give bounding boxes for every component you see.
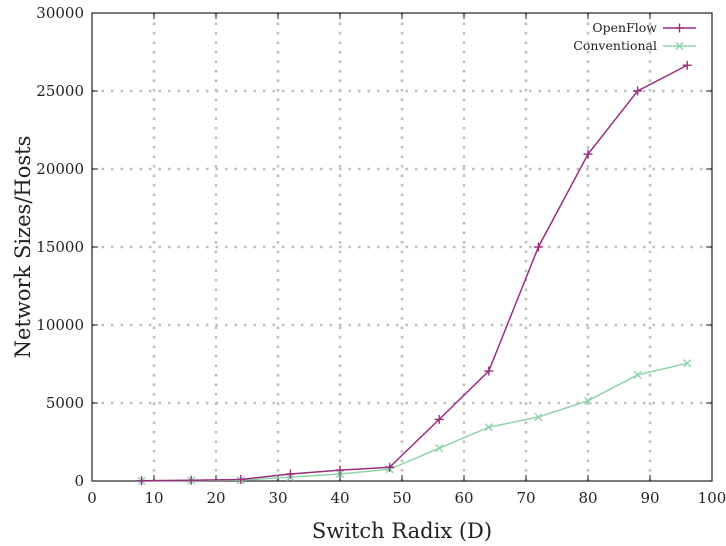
data-point-openflow bbox=[583, 149, 593, 159]
x-tick-label: 100 bbox=[698, 489, 726, 507]
data-point-openflow bbox=[682, 60, 692, 70]
x-tick-label: 40 bbox=[330, 489, 349, 507]
data-point-conventional bbox=[435, 444, 444, 453]
data-point-openflow bbox=[335, 465, 345, 475]
data-point-conventional bbox=[683, 359, 692, 368]
plot-frame bbox=[91, 12, 713, 482]
x-tick-label: 10 bbox=[144, 489, 163, 507]
series-line-conventional bbox=[141, 362, 688, 482]
axis-ticks: 0 10 20 30 40 50 60 70 80 90 100 0 5000 10000 15000 200… bbox=[36, 4, 726, 507]
series-line-openflow bbox=[141, 64, 688, 482]
x-tick-label: 0 bbox=[87, 489, 97, 507]
legend: OpenFlow Conventional bbox=[573, 20, 696, 53]
x-tick-label: 30 bbox=[268, 489, 287, 507]
y-tick-label: 10000 bbox=[36, 316, 84, 334]
data-point-openflow bbox=[484, 366, 494, 376]
y-tick-label: 20000 bbox=[36, 160, 84, 178]
data-point-conventional bbox=[583, 396, 593, 405]
data-point-conventional bbox=[534, 412, 543, 422]
data-point-openflow bbox=[285, 469, 295, 479]
legend-marker-conventional bbox=[675, 41, 684, 51]
x-tick-label: 90 bbox=[640, 489, 659, 507]
x-tick-label: 70 bbox=[516, 489, 535, 507]
legend-marker-openflow bbox=[675, 23, 684, 33]
legend-label-openflow: OpenFlow bbox=[592, 20, 657, 35]
y-tick-label: 0 bbox=[74, 472, 84, 490]
x-axis-label: Switch Radix (D) bbox=[312, 519, 492, 543]
y-axis-label: Network Sizes/Hosts bbox=[11, 136, 35, 359]
data-point-openflow bbox=[434, 414, 444, 424]
y-tick-label: 30000 bbox=[36, 4, 84, 22]
data-point-openflow bbox=[633, 86, 643, 96]
data-point-openflow bbox=[186, 475, 196, 485]
data-point-openflow bbox=[236, 474, 246, 484]
data-point-openflow bbox=[533, 242, 543, 252]
grid-lines bbox=[92, 13, 712, 481]
data-series bbox=[137, 60, 692, 486]
legend-label-conventional: Conventional bbox=[573, 38, 657, 53]
data-point-openflow bbox=[385, 462, 395, 472]
x-tick-label: 60 bbox=[454, 489, 473, 507]
x-tick-label: 50 bbox=[392, 489, 411, 507]
data-point-conventional bbox=[484, 423, 493, 432]
x-tick-label: 80 bbox=[578, 489, 597, 507]
data-point-openflow bbox=[137, 476, 147, 486]
x-tick-label: 20 bbox=[206, 489, 225, 507]
y-tick-label: 5000 bbox=[46, 394, 84, 412]
data-point-conventional bbox=[633, 370, 642, 380]
y-tick-label: 25000 bbox=[36, 82, 84, 100]
y-tick-label: 15000 bbox=[36, 238, 84, 256]
